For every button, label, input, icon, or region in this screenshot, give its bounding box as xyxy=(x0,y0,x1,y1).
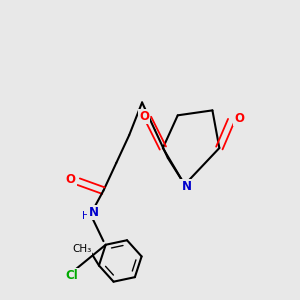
Text: O: O xyxy=(234,112,244,125)
Text: O: O xyxy=(139,110,149,123)
Text: N: N xyxy=(88,206,98,219)
Text: H: H xyxy=(82,212,89,221)
Text: N: N xyxy=(182,180,192,193)
Text: Cl: Cl xyxy=(65,269,78,282)
Text: CH₃: CH₃ xyxy=(72,244,91,254)
Text: O: O xyxy=(66,173,76,186)
